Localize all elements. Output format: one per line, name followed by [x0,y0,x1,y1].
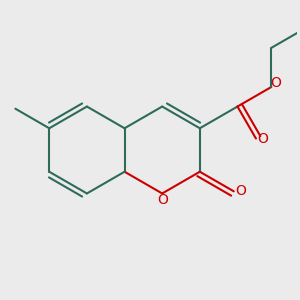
Text: O: O [270,76,281,90]
Text: O: O [157,194,168,208]
Text: O: O [235,184,246,198]
Text: O: O [257,131,268,146]
